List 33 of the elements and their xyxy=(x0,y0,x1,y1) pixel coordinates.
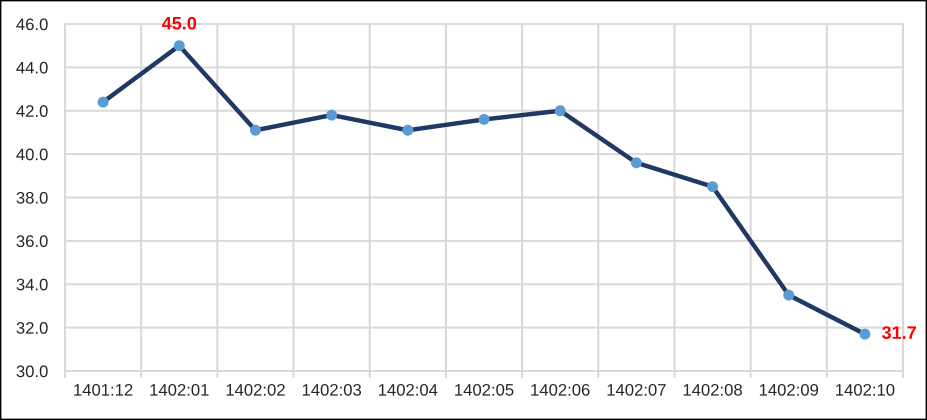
x-tick-label: 1402:09 xyxy=(760,384,818,396)
y-tick-label: 40.0 xyxy=(16,148,48,160)
x-tick-label: 1402:08 xyxy=(684,384,742,396)
y-tick-label: 30.0 xyxy=(16,365,48,378)
y-tick-label: 42.0 xyxy=(16,105,48,117)
point xyxy=(707,181,718,192)
point xyxy=(859,328,870,340)
point xyxy=(402,124,414,136)
point xyxy=(478,114,490,125)
point xyxy=(326,110,338,121)
x-tick-label: 1402:07 xyxy=(608,384,666,396)
y-tick-label: 44.0 xyxy=(16,62,48,74)
y-tick-label: 36.0 xyxy=(16,235,48,248)
y-tick-label: 32.0 xyxy=(16,322,48,334)
x-tick-label: 1402:01 xyxy=(150,384,209,396)
point xyxy=(630,157,642,168)
point xyxy=(783,290,794,301)
data-label: 45.0 xyxy=(162,16,196,30)
y-tick-label: 34.0 xyxy=(16,278,48,290)
point xyxy=(554,105,566,116)
x-tick-label: 1401:12 xyxy=(74,384,132,396)
y-tick-label: 46.0 xyxy=(16,18,48,30)
point xyxy=(250,124,261,136)
x-tick-label: 1402:10 xyxy=(836,384,894,396)
point xyxy=(98,96,109,108)
x-tick-label: 1402:05 xyxy=(455,384,514,396)
point xyxy=(174,40,185,52)
x-tick-label: 1402:06 xyxy=(531,384,590,396)
y-tick-label: 38.0 xyxy=(16,192,48,204)
data-label: 31.7 xyxy=(882,326,916,340)
x-tick-label: 1402:03 xyxy=(302,384,362,396)
x-tick-label: 1402:02 xyxy=(226,384,285,396)
x-tick-label: 1402:04 xyxy=(378,384,438,396)
